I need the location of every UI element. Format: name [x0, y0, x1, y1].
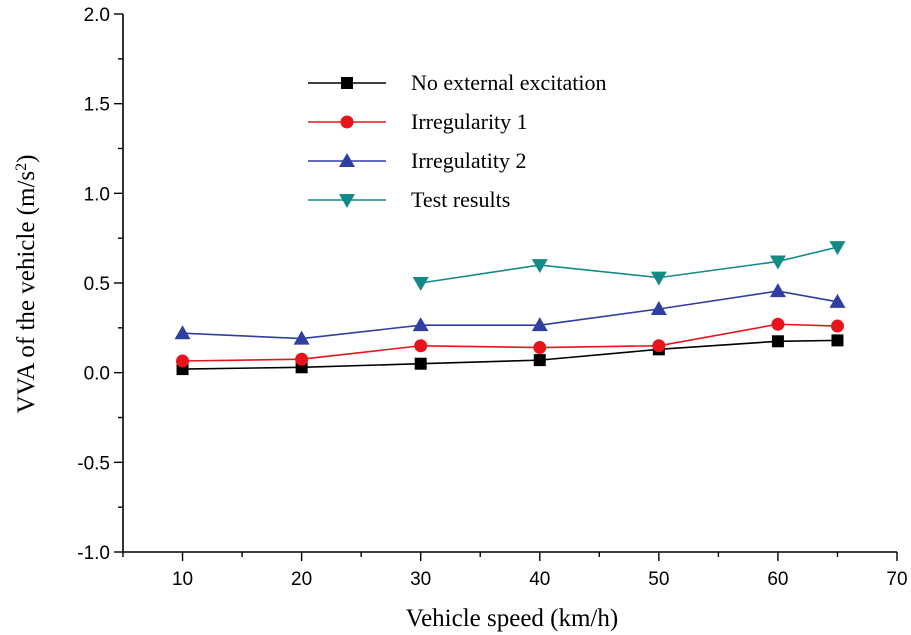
x-axis-title: Vehicle speed (km/h)	[406, 605, 618, 632]
legend-entry: Test results	[308, 187, 510, 212]
legend-label: Irregularity 1	[411, 109, 528, 134]
x-tick-label: 70	[886, 569, 907, 590]
series-line	[420, 246, 838, 284]
series-3	[174, 283, 846, 345]
data-point	[531, 317, 548, 332]
data-point	[830, 319, 844, 333]
legend-marker	[341, 77, 353, 89]
legend-label: Test results	[411, 187, 510, 212]
legend-entry: Irregulatity 2	[308, 148, 526, 173]
data-point	[650, 271, 667, 286]
series-2	[176, 317, 844, 368]
series-4	[412, 241, 846, 291]
data-point	[412, 317, 429, 332]
data-point	[176, 354, 190, 368]
legend-entry: Irregularity 1	[308, 109, 528, 134]
data-point	[652, 339, 666, 353]
y-axis-title: VVA of the vehicle (m/s2)	[13, 155, 41, 414]
data-point	[533, 341, 547, 355]
y-tick-label: 1.0	[84, 184, 110, 205]
x-tick-label: 50	[648, 569, 669, 590]
x-tick-label: 30	[410, 569, 431, 590]
ticks: 10 20 30 40 50 60 70 -1.0 -0.5 0.0 0.5 1.0 1.5 2.0	[77, 5, 907, 590]
y-tick-label: 2.0	[84, 5, 110, 26]
y-tick-label: 1.5	[84, 95, 110, 116]
data-point	[771, 335, 784, 348]
series-line	[182, 339, 838, 370]
legend-label: No external excitation	[411, 70, 606, 95]
x-tick-label: 20	[291, 569, 312, 590]
y-tick-label: -0.5	[77, 453, 110, 474]
legend-entry: No external excitation	[308, 70, 606, 95]
x-tick-label: 40	[529, 569, 550, 590]
y-tick-label: 0.5	[84, 274, 110, 295]
legend: No external excitation Irregularity 1 Irre…	[308, 70, 606, 212]
data-point	[531, 259, 548, 274]
data-point	[533, 354, 546, 367]
y-axis-title-superscript: 2	[13, 163, 30, 171]
y-axis-title-close: )	[13, 155, 40, 163]
x-tick-label: 60	[767, 569, 788, 590]
data-point	[650, 301, 667, 316]
data-point	[295, 352, 309, 366]
y-tick-label: -1.0	[77, 543, 110, 564]
series-line	[182, 323, 838, 362]
data-point	[769, 283, 786, 298]
legend-marker	[340, 115, 354, 129]
data-point	[174, 325, 191, 340]
y-tick-label: 0.0	[84, 364, 110, 385]
data-point	[771, 317, 785, 331]
data-point	[829, 293, 846, 308]
data-point	[414, 339, 428, 353]
data-point	[831, 334, 844, 347]
x-tick-label: 10	[172, 569, 193, 590]
data-point	[412, 277, 429, 291]
data-point	[769, 255, 786, 270]
legend-label: Irregulatity 2	[411, 148, 526, 173]
series-1	[176, 334, 844, 376]
series-layer	[174, 241, 846, 376]
data-point	[414, 357, 427, 370]
data-point	[293, 330, 310, 345]
y-axis-title-main: VVA of the vehicle (m/s	[13, 171, 40, 414]
data-point	[829, 241, 846, 256]
legend-marker	[339, 153, 355, 167]
legend-marker	[339, 194, 355, 208]
